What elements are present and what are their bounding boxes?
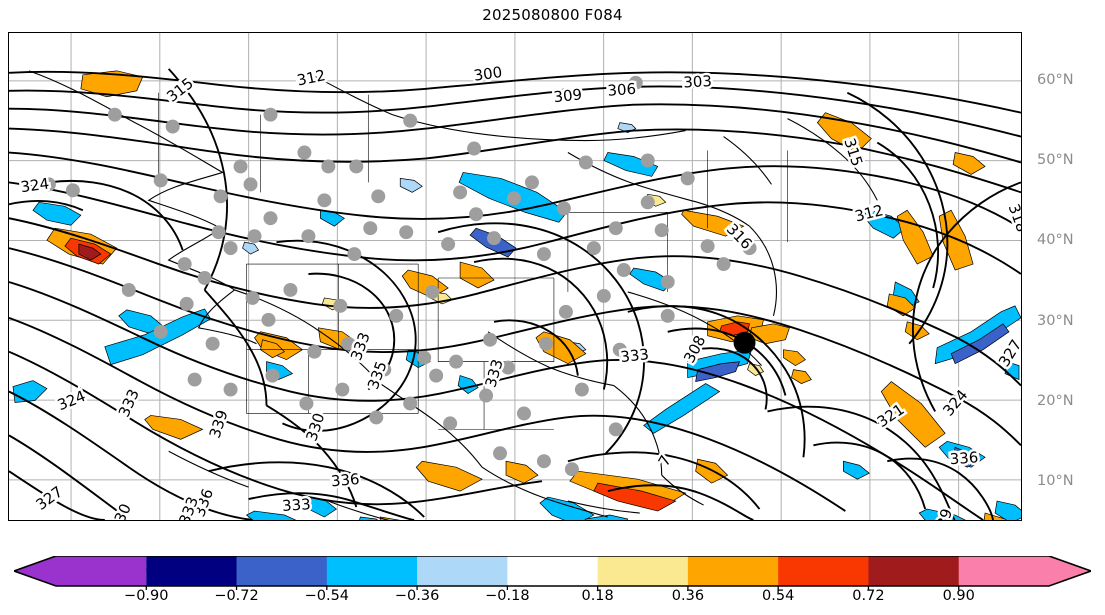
storm-center-marker[interactable] (733, 331, 756, 354)
contour-label: 327 (32, 483, 66, 514)
colorbar-segment (507, 556, 599, 586)
lat-tick-label: 10°N (1037, 472, 1074, 489)
anomaly-fill-negative (12, 122, 1021, 520)
contour-label: 303 (683, 72, 712, 91)
contour-label: 336 (949, 448, 979, 468)
colorbar[interactable] (14, 556, 1091, 590)
contour-label: 306 (607, 80, 637, 100)
colorbar-segment (14, 556, 147, 586)
coastline-layer (28, 70, 878, 520)
colorbar-segment (868, 556, 960, 586)
colorbar-segment (236, 556, 328, 586)
colorbar-segment (417, 556, 508, 586)
lat-tick-label: 60°N (1037, 72, 1074, 89)
contour-label: 330 (302, 411, 328, 444)
contour-label: 318 (1005, 201, 1021, 234)
colorbar-segment (326, 556, 418, 586)
contour-label: 300 (473, 63, 504, 85)
colorbar-tick-label: 0.18 (581, 588, 614, 604)
contour-label: 339 (206, 408, 232, 441)
contour-layer (9, 68, 1021, 520)
colorbar-swatches (14, 556, 1091, 590)
lat-tick-label: 30°N (1037, 312, 1074, 329)
contour-label: 335 (364, 359, 391, 392)
colorbar-tick-label: 0.36 (671, 588, 705, 604)
colorbar-tick-label: −0.36 (394, 588, 440, 604)
colorbar-segment (146, 556, 238, 586)
contour-label: 333 (281, 495, 311, 515)
lat-tick-label: 40°N (1037, 232, 1074, 249)
contour-label: 324 (19, 174, 50, 196)
colorbar-tick-label: 0.72 (852, 588, 885, 604)
contour-label-halo: 303 (683, 72, 712, 91)
contour-label: 309 (553, 85, 583, 106)
contour-label: 336 (330, 470, 360, 490)
contour-label: 333 (481, 357, 506, 389)
colorbar-tick-label: −0.90 (124, 588, 169, 604)
colorbar-tick-label: 0.90 (942, 588, 975, 604)
map-frame: 315 315 312 312 300 300 309 309 306 306 303 303 324 3… (8, 32, 1022, 521)
contour-label: 333 (347, 330, 374, 363)
station-dot-layer (41, 75, 757, 477)
colorbar-tick-label: −0.72 (214, 588, 259, 604)
colorbar-segment (687, 556, 779, 586)
colorbar-tick-label: −0.18 (485, 588, 530, 604)
map-panel[interactable]: 315 315 312 312 300 300 309 309 306 306 303 303 324 3… (8, 32, 1074, 575)
anomaly-fill-positive (46, 70, 1007, 520)
lat-tick-label: 50°N (1037, 152, 1074, 169)
contour-label: 333 (620, 345, 650, 366)
colorbar-tick-label: 0.54 (762, 588, 795, 604)
lat-tick-label: 20°N (1037, 392, 1074, 409)
colorbar-segment (778, 556, 869, 586)
contour-label: 312 (295, 66, 327, 90)
colorbar-tick-label: −0.54 (304, 588, 350, 604)
contour-label: 333 (115, 386, 143, 419)
colorbar-segment (958, 556, 1091, 586)
colorbar-segment (597, 556, 689, 586)
contour-label: 330 (107, 501, 135, 520)
colorbar-outline (14, 556, 1091, 587)
figure-title: 2025080800 F084 (482, 6, 623, 24)
